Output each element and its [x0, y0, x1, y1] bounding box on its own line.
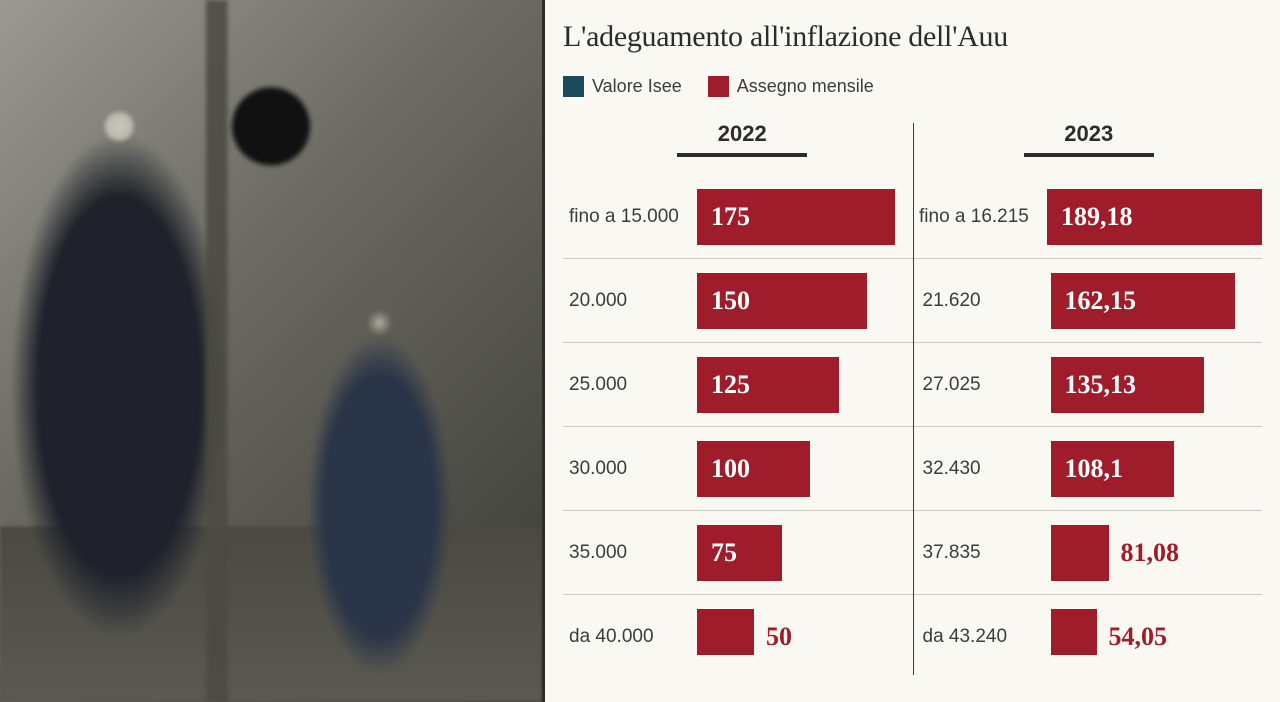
legend: Valore Isee Assegno mensile — [563, 76, 1262, 97]
bar-2022: 125 — [697, 357, 839, 413]
bar-2023 — [1051, 525, 1109, 581]
row-half-2023: 37.835 81,08 — [909, 525, 1263, 581]
row-half-2022: 20.000150 — [569, 273, 909, 329]
year-2023: 2023 — [916, 121, 1263, 167]
bar-2023: 162,15 — [1051, 273, 1235, 329]
isee-label: 21.620 — [923, 290, 1051, 312]
bar-value: 50 — [766, 622, 792, 652]
isee-label: 27.025 — [923, 374, 1051, 396]
bar-2022: 175 — [697, 189, 895, 245]
row-half-2022: fino a 15.000175 — [569, 189, 905, 245]
row-half-2023: da 43.240 54,05 — [909, 609, 1263, 655]
photo-illustration — [0, 0, 545, 702]
bar-2023: 189,18 — [1047, 189, 1262, 245]
row-half-2022: 25.000125 — [569, 357, 909, 413]
bar-2023 — [1051, 609, 1097, 655]
chart-title: L'adeguamento all'inflazione dell'Auu — [563, 20, 1262, 54]
isee-label: fino a 16.215 — [919, 206, 1047, 228]
isee-label: 35.000 — [569, 542, 697, 564]
legend-item-assegno: Assegno mensile — [708, 76, 874, 97]
row-half-2023: fino a 16.215189,18 — [905, 189, 1262, 245]
isee-label: da 40.000 — [569, 626, 697, 648]
bar-2022: 75 — [697, 525, 782, 581]
row-half-2022: 30.000100 — [569, 441, 909, 497]
row-half-2023: 21.620162,15 — [909, 273, 1263, 329]
isee-label: 37.835 — [923, 542, 1051, 564]
bar-value: 81,08 — [1121, 538, 1180, 568]
legend-label-isee: Valore Isee — [592, 76, 682, 97]
bar-2023: 108,1 — [1051, 441, 1174, 497]
bar-value: 54,05 — [1109, 622, 1168, 652]
bar-2022: 100 — [697, 441, 810, 497]
row-half-2023: 27.025135,13 — [909, 357, 1263, 413]
isee-label: 30.000 — [569, 458, 697, 480]
bar-2022: 150 — [697, 273, 867, 329]
isee-label: 20.000 — [569, 290, 697, 312]
bar-2022 — [697, 609, 754, 655]
legend-swatch-assegno — [708, 76, 729, 97]
chart-panel: L'adeguamento all'inflazione dell'Auu Va… — [545, 0, 1280, 702]
year-2022: 2022 — [569, 121, 916, 167]
data-rows: fino a 15.000175fino a 16.215189,1820.00… — [563, 175, 1262, 655]
legend-item-isee: Valore Isee — [563, 76, 682, 97]
isee-label: 32.430 — [923, 458, 1051, 480]
bar-2023: 135,13 — [1051, 357, 1204, 413]
legend-swatch-isee — [563, 76, 584, 97]
isee-label: da 43.240 — [923, 626, 1051, 648]
isee-label: fino a 15.000 — [569, 206, 697, 228]
legend-label-assegno: Assegno mensile — [737, 76, 874, 97]
row-half-2022: 35.00075 — [569, 525, 909, 581]
row-half-2023: 32.430108,1 — [909, 441, 1263, 497]
row-half-2022: da 40.000 50 — [569, 609, 909, 655]
isee-label: 25.000 — [569, 374, 697, 396]
